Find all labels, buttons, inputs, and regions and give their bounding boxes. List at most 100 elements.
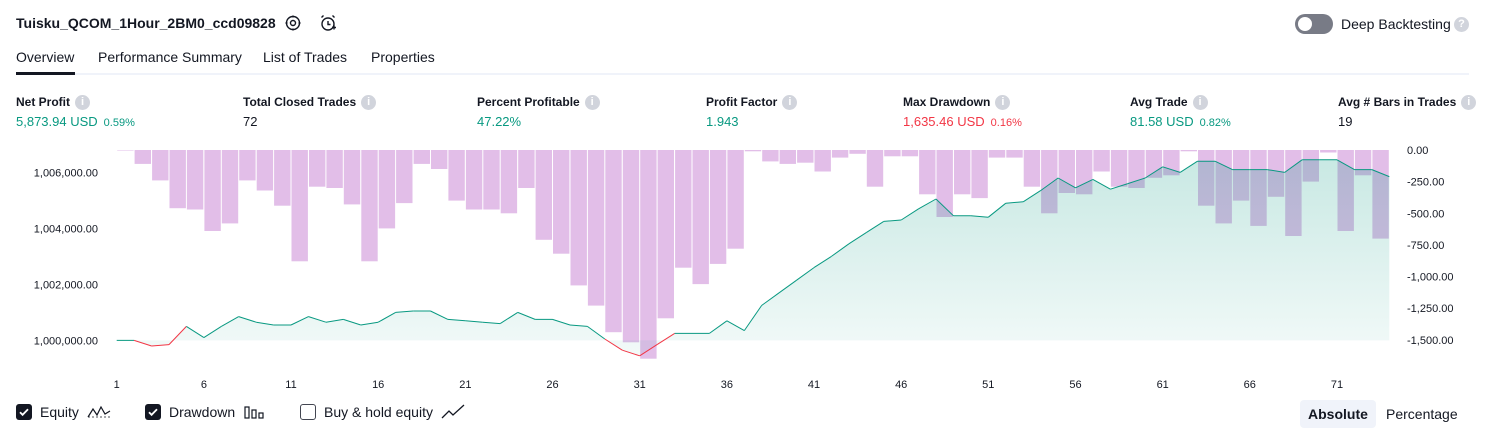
metric-value: 1.943 bbox=[706, 114, 739, 129]
equity-line-segment bbox=[656, 332, 675, 346]
drawdown-bar bbox=[884, 150, 901, 157]
metric-value: 81.58 USD bbox=[1130, 114, 1194, 129]
equity-line-segment bbox=[377, 311, 396, 323]
metric-total-closed-trades: Total Closed Trades i 72 bbox=[243, 94, 377, 129]
x-axis-tick: 46 bbox=[895, 379, 907, 391]
drawdown-bar bbox=[448, 150, 465, 201]
right-axis-tick: -500.00 bbox=[1407, 208, 1444, 220]
drawdown-checkbox[interactable] bbox=[145, 404, 161, 420]
equity-line-segment bbox=[308, 316, 327, 323]
equity-line-segment bbox=[900, 208, 919, 221]
x-axis-tick: 66 bbox=[1244, 379, 1256, 391]
drawdown-bar bbox=[309, 150, 326, 187]
deep-backtesting-toggle[interactable] bbox=[1295, 14, 1333, 34]
equity-line-segment bbox=[1284, 159, 1303, 173]
strategy-title: Tuisku_QCOM_1Hour_2BM0_ccd09828 bbox=[16, 15, 276, 31]
metric-label: Avg Trade bbox=[1130, 95, 1188, 109]
equity-line-segment bbox=[517, 311, 536, 320]
equity-line-segment bbox=[1110, 183, 1128, 190]
metric-label: Profit Factor bbox=[706, 95, 778, 109]
x-axis-tick: 56 bbox=[1069, 379, 1081, 391]
left-axis-tick: 1,006,000.00 bbox=[34, 167, 98, 179]
info-icon[interactable]: i bbox=[584, 94, 600, 110]
equity-line-segment bbox=[604, 338, 623, 351]
drawdown-bar bbox=[1110, 150, 1128, 187]
info-icon[interactable]: i bbox=[782, 94, 798, 110]
legend-equity[interactable]: Equity bbox=[16, 404, 111, 420]
x-axis-tick: 36 bbox=[721, 379, 733, 391]
drawdown-bar bbox=[117, 150, 134, 151]
x-axis-tick: 41 bbox=[808, 379, 820, 391]
info-icon[interactable]: i bbox=[1461, 94, 1477, 110]
legend-label: Buy & hold equity bbox=[324, 404, 433, 420]
right-axis-tick: -1,250.00 bbox=[1407, 303, 1453, 315]
equity-line-segment bbox=[1127, 177, 1146, 185]
equity-line-segment bbox=[1005, 201, 1024, 204]
equity-line-segment bbox=[360, 321, 379, 326]
info-icon[interactable]: i bbox=[75, 94, 90, 110]
info-icon[interactable]: i bbox=[1192, 94, 1208, 110]
tab-list-of-trades[interactable]: List of Trades bbox=[263, 49, 348, 65]
equity-line-segment bbox=[569, 324, 588, 327]
equity-line-segment bbox=[430, 310, 449, 320]
metric-value: 72 bbox=[243, 114, 258, 129]
equity-line-segment bbox=[499, 311, 518, 325]
drawdown-bar bbox=[1354, 150, 1372, 176]
equity-line-segment bbox=[290, 316, 309, 326]
legend-label: Drawdown bbox=[169, 404, 236, 420]
info-icon[interactable]: i bbox=[995, 94, 1011, 110]
equity-drawdown-chart[interactable]: 1,006,000.00 1,004,000.00 1,002,000.00 1,00… bbox=[0, 140, 1486, 395]
equity-line-segment bbox=[221, 316, 239, 327]
equity-line-segment bbox=[447, 318, 466, 322]
drawdown-bar bbox=[186, 150, 204, 210]
percentage-mode-button[interactable]: Percentage bbox=[1386, 406, 1458, 422]
tab-performance-summary[interactable]: Performance Summary bbox=[98, 49, 242, 65]
drawdown-bar bbox=[343, 150, 361, 205]
drawdown-bar bbox=[936, 150, 953, 217]
drawdown-bar bbox=[640, 150, 657, 359]
equity-line-segment bbox=[151, 344, 170, 347]
equity-line-segment bbox=[343, 318, 361, 326]
equity-line-segment bbox=[743, 305, 763, 331]
drawdown-bar bbox=[483, 150, 500, 210]
drawdown-bar bbox=[1093, 150, 1110, 172]
x-axis-tick: 31 bbox=[634, 379, 646, 391]
drawdown-bar bbox=[221, 150, 239, 224]
metric-label: Net Profit bbox=[16, 95, 70, 109]
right-axis-tick: 0.00 bbox=[1407, 145, 1428, 157]
equity-line-segment bbox=[552, 318, 571, 326]
x-axis-tick: 21 bbox=[459, 379, 471, 391]
absolute-mode-button[interactable]: Absolute bbox=[1300, 400, 1376, 428]
alarm-add-icon[interactable] bbox=[318, 13, 338, 33]
drawdown-bar bbox=[988, 150, 1006, 158]
info-icon[interactable]: i bbox=[361, 94, 377, 110]
drawdown-bar bbox=[605, 150, 622, 333]
drawdown-bar bbox=[134, 150, 151, 164]
toggle-knob bbox=[1298, 17, 1312, 31]
legend-drawdown[interactable]: Drawdown bbox=[145, 404, 265, 420]
help-icon[interactable]: ? bbox=[1454, 17, 1469, 32]
tab-overview[interactable]: Overview bbox=[16, 49, 75, 75]
x-axis-tick: 6 bbox=[201, 379, 207, 391]
metric-value: 19 bbox=[1338, 114, 1353, 129]
drawdown-bar bbox=[954, 150, 971, 195]
tab-properties[interactable]: Properties bbox=[371, 49, 435, 65]
metric-value: 47.22% bbox=[477, 114, 522, 129]
equity-line-segment bbox=[726, 320, 745, 332]
metric-label: Total Closed Trades bbox=[243, 95, 357, 109]
gear-icon[interactable] bbox=[283, 13, 303, 33]
equity-line-segment bbox=[622, 349, 640, 357]
x-axis-tick: 26 bbox=[546, 379, 558, 391]
legend-buy-hold-equity[interactable]: Buy & hold equity bbox=[300, 404, 465, 420]
drawdown-bar bbox=[378, 150, 396, 229]
drawdown-bar bbox=[727, 150, 744, 249]
drawdown-bar bbox=[849, 150, 866, 154]
metric-net-profit: Net Profit i 5,873.94 USD 0.59% bbox=[16, 94, 135, 129]
equity-line-segment bbox=[1371, 169, 1390, 178]
metric-profit-factor: Profit Factor i 1.943 bbox=[706, 94, 798, 129]
drawdown-bar bbox=[152, 150, 169, 181]
buyhold-checkbox[interactable] bbox=[300, 404, 316, 420]
drawdown-bar bbox=[169, 150, 186, 209]
equity-line-segment bbox=[866, 220, 884, 234]
equity-checkbox[interactable] bbox=[16, 404, 32, 420]
